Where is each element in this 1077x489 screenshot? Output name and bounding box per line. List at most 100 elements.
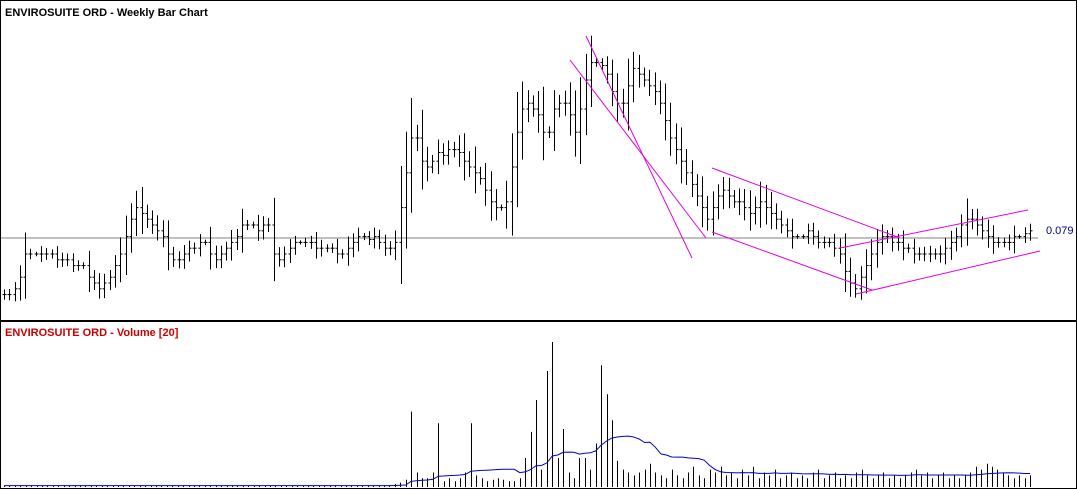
price-bar (980, 216, 985, 240)
price-bar (869, 239, 874, 281)
price-bar (288, 239, 293, 264)
price-bar (806, 223, 811, 244)
price-bar (769, 191, 774, 230)
price-bar (605, 56, 610, 84)
price-bar (430, 154, 435, 174)
price-bar (568, 82, 573, 136)
price-bar (251, 221, 256, 229)
price-bar (663, 83, 668, 141)
price-bar (954, 227, 959, 252)
price-bar (536, 90, 541, 133)
price-bar (801, 234, 806, 239)
price-bar (28, 248, 33, 260)
price-bar (626, 58, 631, 131)
trendlines (569, 35, 1041, 295)
price-bar (811, 222, 816, 245)
price-bar (986, 219, 991, 248)
price-bar (478, 166, 483, 185)
price-bar (282, 246, 287, 268)
price-bar (906, 243, 911, 253)
price-bar (774, 203, 779, 230)
price-bar (1017, 234, 1022, 239)
price-bar (896, 233, 901, 251)
price-bar (785, 218, 790, 238)
price-bar (266, 217, 271, 233)
price-bar (171, 246, 176, 267)
price-bar (18, 265, 23, 301)
price-bar (716, 184, 721, 220)
price-bar (668, 102, 673, 156)
price-bar (118, 237, 123, 283)
price-bar (600, 58, 605, 70)
price-bar (943, 237, 948, 265)
price-bar (256, 214, 261, 241)
price-bar (293, 235, 298, 255)
price-bar (129, 203, 134, 253)
price-bar (330, 243, 335, 253)
volume-bars (4, 342, 1031, 487)
price-bar (346, 236, 351, 266)
price-bar (261, 216, 266, 240)
price-bar (340, 249, 345, 259)
price-bar (700, 176, 705, 228)
price-panel (0, 0, 1077, 321)
price-bar (499, 204, 504, 211)
price-bar (335, 238, 340, 264)
price-bar (452, 141, 457, 158)
price-bar (557, 94, 562, 118)
price-bar (377, 229, 382, 250)
price-bar (991, 225, 996, 254)
price-bar (690, 160, 695, 198)
price-bar (436, 139, 441, 175)
price-bar (71, 253, 76, 273)
price-bar (425, 146, 430, 182)
price-bar (975, 208, 980, 236)
price-bar (584, 53, 589, 136)
price-bar (161, 220, 166, 248)
price-bar (356, 227, 361, 252)
price-bar (13, 282, 18, 302)
price-bar (34, 251, 39, 257)
price-bar (50, 249, 55, 259)
price-bar (404, 131, 409, 249)
price-bar (39, 246, 44, 262)
price-bar (764, 184, 769, 225)
price-bar (467, 151, 472, 177)
price-bar (383, 234, 388, 256)
price-bar (573, 90, 578, 157)
price-bar (7, 288, 12, 301)
price-bar (362, 233, 367, 241)
price-bar (108, 270, 113, 291)
price-bar (182, 244, 187, 269)
price-bar (441, 143, 446, 165)
price-bar (727, 177, 732, 209)
price-bar (996, 237, 1001, 248)
price-bar (177, 251, 182, 269)
price-bar (150, 210, 155, 234)
price-bar (187, 240, 192, 262)
price-bar (531, 95, 536, 117)
price-bar (1002, 237, 1007, 248)
price-bar (631, 51, 636, 103)
price-bar (102, 273, 107, 299)
price-bar (309, 235, 314, 249)
price-bar (203, 239, 208, 246)
price-bar (658, 80, 663, 115)
price-bar (816, 230, 821, 249)
price-bar (737, 188, 742, 216)
trendline-decline-lower (569, 59, 707, 239)
price-bar (298, 240, 303, 245)
price-bar (140, 187, 145, 234)
price-bar (145, 204, 150, 229)
price-bar (192, 242, 197, 254)
price-bar (758, 181, 763, 228)
price-bar (367, 231, 372, 245)
price-bar (970, 208, 975, 230)
price-bar (65, 253, 70, 267)
price-bar (81, 262, 86, 269)
price-bar (462, 133, 467, 181)
price-bar (890, 227, 895, 252)
price-bar (504, 180, 509, 229)
price-bar (912, 238, 917, 264)
